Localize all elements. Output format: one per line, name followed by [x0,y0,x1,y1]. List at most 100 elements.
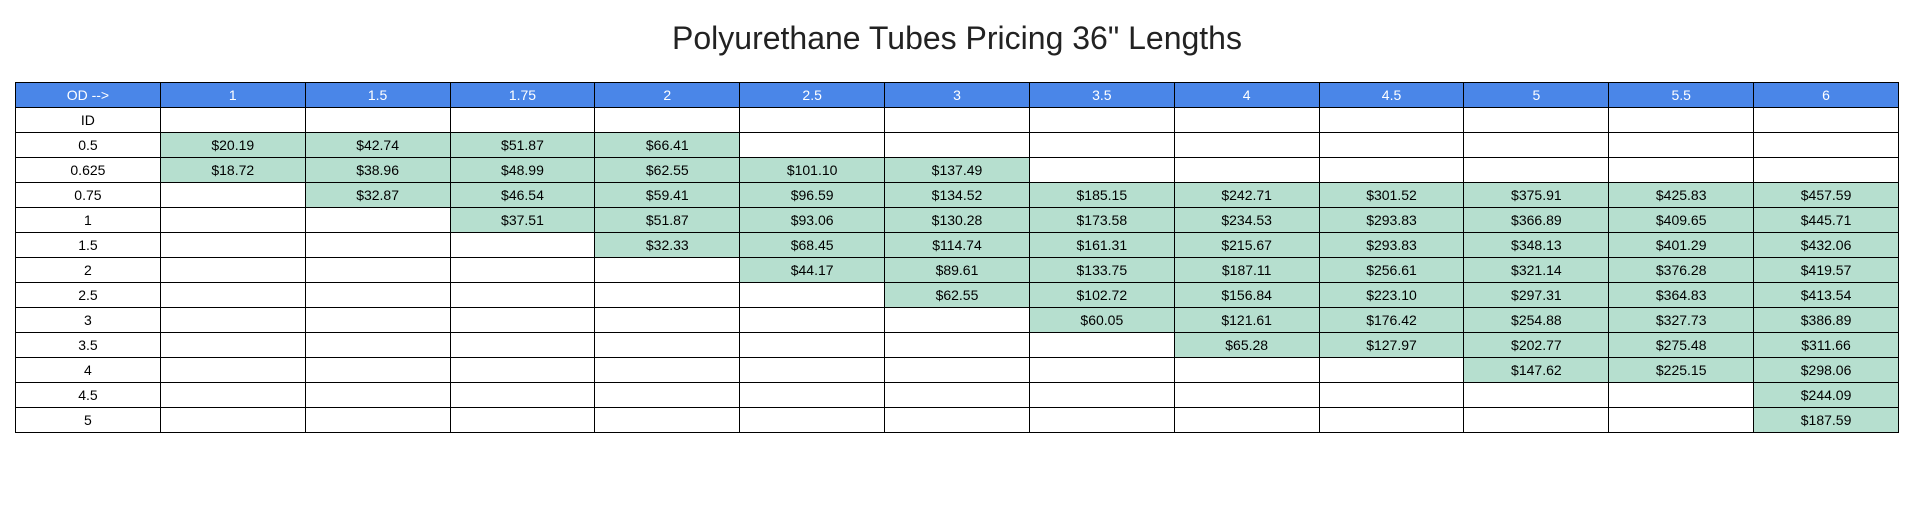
price-cell: $187.59 [1754,408,1899,433]
table-row: 4$147.62$225.15$298.06 [16,358,1899,383]
empty-cell [885,358,1030,383]
price-cell: $327.73 [1609,308,1754,333]
price-cell: $102.72 [1029,283,1174,308]
table-row: 1.5$32.33$68.45$114.74$161.31$215.67$293… [16,233,1899,258]
table-row: ID [16,108,1899,133]
table-header-row: OD -->11.51.7522.533.544.555.56 [16,83,1899,108]
id-value: 2 [16,258,161,283]
table-row: 4.5$244.09 [16,383,1899,408]
price-cell: $187.11 [1174,258,1319,283]
price-cell: $301.52 [1319,183,1464,208]
empty-cell [450,308,595,333]
price-cell: $60.05 [1029,308,1174,333]
price-cell: $298.06 [1754,358,1899,383]
price-cell: $37.51 [450,208,595,233]
empty-cell [305,283,450,308]
empty-cell [595,108,740,133]
empty-cell [450,383,595,408]
price-cell: $93.06 [740,208,885,233]
header-od: 2.5 [740,83,885,108]
price-cell: $44.17 [740,258,885,283]
empty-cell [1754,133,1899,158]
price-cell: $62.55 [595,158,740,183]
price-cell: $457.59 [1754,183,1899,208]
empty-cell [1464,383,1609,408]
empty-cell [305,108,450,133]
empty-cell [450,358,595,383]
price-cell: $348.13 [1464,233,1609,258]
empty-cell [740,308,885,333]
empty-cell [1174,133,1319,158]
empty-cell [740,283,885,308]
price-cell: $130.28 [885,208,1030,233]
table-row: 2.5$62.55$102.72$156.84$223.10$297.31$36… [16,283,1899,308]
empty-cell [1174,358,1319,383]
price-cell: $419.57 [1754,258,1899,283]
id-value: 2.5 [16,283,161,308]
header-corner: OD --> [16,83,161,108]
empty-cell [160,358,305,383]
empty-cell [305,208,450,233]
id-value: 3 [16,308,161,333]
price-cell: $51.87 [450,133,595,158]
header-od: 3 [885,83,1030,108]
price-cell: $18.72 [160,158,305,183]
price-cell: $127.97 [1319,333,1464,358]
empty-cell [740,333,885,358]
empty-cell [305,408,450,433]
price-cell: $254.88 [1464,308,1609,333]
empty-cell [1174,108,1319,133]
price-cell: $297.31 [1464,283,1609,308]
empty-cell [1319,408,1464,433]
price-cell: $176.42 [1319,308,1464,333]
price-cell: $445.71 [1754,208,1899,233]
empty-cell [305,258,450,283]
empty-cell [1174,408,1319,433]
empty-cell [885,383,1030,408]
id-header-label: ID [16,108,161,133]
empty-cell [160,383,305,408]
header-od: 1.75 [450,83,595,108]
price-cell: $133.75 [1029,258,1174,283]
empty-cell [885,133,1030,158]
price-cell: $32.33 [595,233,740,258]
empty-cell [1754,108,1899,133]
price-cell: $293.83 [1319,233,1464,258]
price-cell: $101.10 [740,158,885,183]
id-value: 1.5 [16,233,161,258]
empty-cell [1609,108,1754,133]
price-cell: $59.41 [595,183,740,208]
price-cell: $32.87 [305,183,450,208]
price-cell: $375.91 [1464,183,1609,208]
empty-cell [595,358,740,383]
price-cell: $89.61 [885,258,1030,283]
empty-cell [740,408,885,433]
empty-cell [1174,158,1319,183]
price-cell: $293.83 [1319,208,1464,233]
price-cell: $311.66 [1754,333,1899,358]
empty-cell [450,333,595,358]
empty-cell [1609,383,1754,408]
empty-cell [595,308,740,333]
header-od: 6 [1754,83,1899,108]
price-cell: $38.96 [305,158,450,183]
table-row: 0.75$32.87$46.54$59.41$96.59$134.52$185.… [16,183,1899,208]
header-od: 3.5 [1029,83,1174,108]
price-cell: $215.67 [1174,233,1319,258]
price-cell: $409.65 [1609,208,1754,233]
empty-cell [450,108,595,133]
price-cell: $275.48 [1609,333,1754,358]
empty-cell [160,183,305,208]
empty-cell [1609,158,1754,183]
id-value: 4.5 [16,383,161,408]
price-cell: $68.45 [740,233,885,258]
empty-cell [740,108,885,133]
empty-cell [1464,158,1609,183]
price-cell: $364.83 [1609,283,1754,308]
empty-cell [1319,133,1464,158]
price-cell: $202.77 [1464,333,1609,358]
empty-cell [595,333,740,358]
price-cell: $62.55 [885,283,1030,308]
empty-cell [1319,158,1464,183]
price-cell: $96.59 [740,183,885,208]
